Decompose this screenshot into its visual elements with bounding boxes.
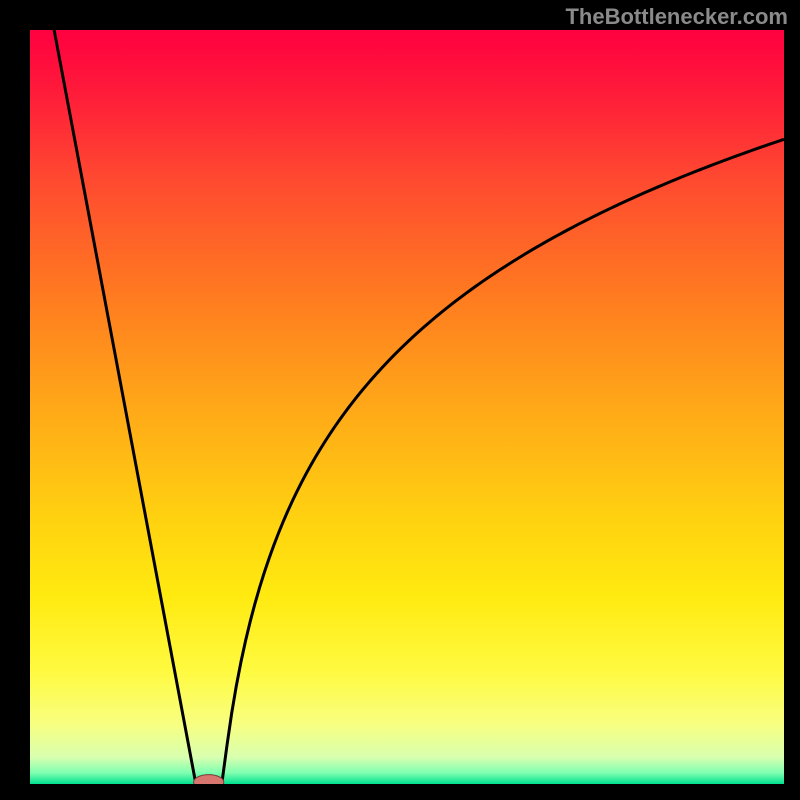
plot-area [30,30,784,784]
chart-container: TheBottlenecker.com [0,0,800,800]
gradient-background [30,30,784,784]
chart-svg [30,30,784,784]
watermark-text: TheBottlenecker.com [565,4,788,30]
